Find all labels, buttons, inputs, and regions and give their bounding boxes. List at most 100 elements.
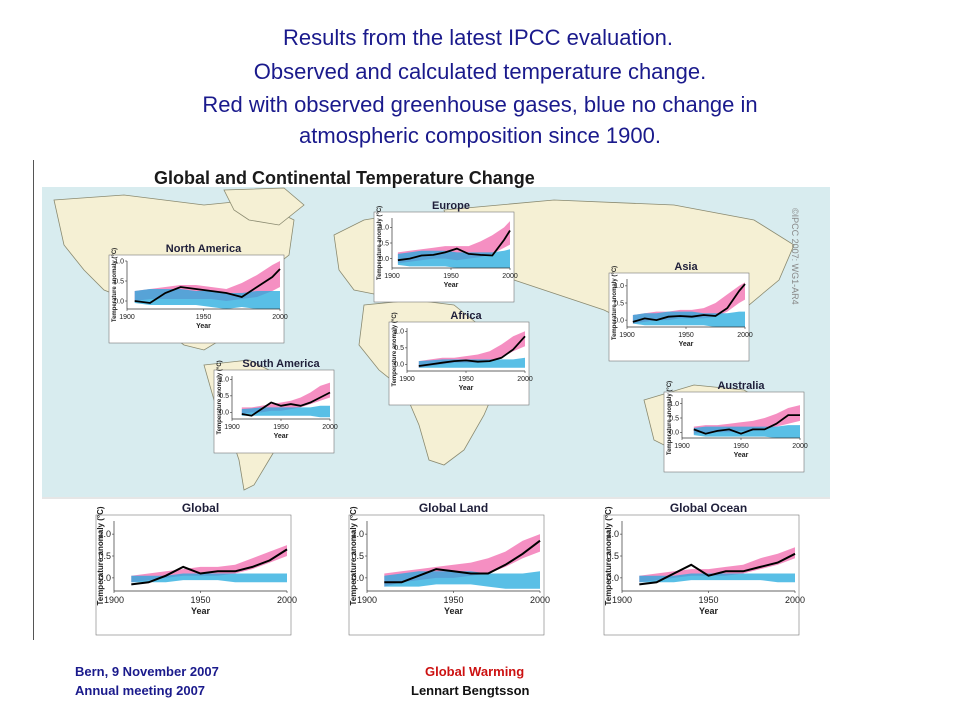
greenland-shape	[223, 187, 305, 226]
slide-title: Results from the latest IPCC evaluation.	[282, 25, 674, 50]
y-tick-label: 1.0	[394, 329, 404, 336]
y-tick-label: 0.5	[614, 300, 624, 307]
x-tick-label: 1950	[190, 595, 210, 605]
ipcc-figure: Global and Continental Temperature Chang…	[42, 168, 830, 636]
x-tick-label: 2000	[737, 332, 753, 339]
observed-temperature-line	[693, 414, 800, 435]
observed-temperature-line	[241, 391, 331, 417]
x-tick-label: 2000	[502, 273, 518, 280]
band-natural-and-anthropogenic	[693, 405, 800, 434]
x-tick-label: 1950	[458, 376, 474, 383]
x-tick-label: 1900	[104, 595, 124, 605]
y-tick-label: 0.0	[614, 317, 624, 324]
y-axis-label: Temperature anomaly (°C)	[604, 506, 613, 605]
y-tick-label: 0.5	[606, 551, 619, 561]
chart-panel-africa: Africa 0.0 0.5 1.0 1900 1950 2000 Year Temperatu…	[388, 310, 533, 406]
y-tick-label: 0.0	[379, 256, 389, 263]
x-axis-label: Year	[699, 606, 719, 616]
x-axis-label: Year	[444, 282, 459, 289]
chart-panel-australia: Australia 0.0 0.5 1.0 1900 1950 2000 Year Temper…	[663, 380, 808, 473]
panel-title: Australia	[717, 380, 765, 392]
panel-title: South America	[242, 358, 320, 370]
x-axis-label: Year	[191, 606, 211, 616]
y-axis-label: Temperature anomaly (°C)	[217, 360, 223, 434]
x-tick-label: 2000	[322, 424, 338, 431]
ipcc-figure-frame: Global and Continental Temperature Chang…	[33, 160, 842, 640]
panel-title: Africa	[450, 310, 482, 322]
y-axis-label: Temperature anomaly (°C)	[112, 248, 118, 322]
x-tick-label: 2000	[517, 376, 533, 383]
x-tick-label: 2000	[792, 443, 808, 450]
band-natural-only	[418, 357, 525, 368]
panel-title: Europe	[432, 200, 470, 212]
y-tick-label: 1.0	[98, 529, 111, 539]
panel-title: Asia	[674, 261, 698, 273]
copyright-watermark: ©IPCC 2007: WG1-AR4	[790, 208, 800, 305]
x-axis-label: Year	[444, 606, 464, 616]
figure-title: Global and Continental Temperature Chang…	[154, 168, 535, 188]
y-tick-label: 0.0	[114, 298, 124, 305]
slide-subtitle-line2: Red with observed greenhouse gases, blue…	[202, 92, 758, 117]
y-tick-label: 1.0	[351, 529, 364, 539]
y-tick-label: 1.0	[219, 377, 229, 384]
band-natural-only	[397, 249, 510, 268]
y-axis-label: Temperature anomaly (°C)	[349, 506, 358, 605]
y-axis-label: Temperature anomaly (°C)	[377, 206, 383, 280]
band-natural-and-anthropogenic	[241, 382, 330, 414]
y-tick-label: 1.0	[379, 225, 389, 232]
y-tick-label: 0.5	[219, 393, 229, 400]
y-tick-label: 0.5	[379, 240, 389, 247]
y-axis-label: Temperature anomaly (°C)	[612, 266, 618, 340]
observed-temperature-line	[131, 548, 288, 586]
chart-panel-south-america: South America 0.0 0.5 1.0 1900 1950 2000 Year Te…	[213, 358, 338, 454]
footer-topic: Global Warming	[425, 664, 525, 679]
chart-panel-global-ocean: Global Ocean 0.0 0.5 1.0 1900 1950 2000 Year Tem…	[603, 501, 805, 636]
y-axis-label: Temperature anomaly (°C)	[96, 506, 105, 605]
x-tick-label: 1900	[399, 376, 415, 383]
y-tick-label: 0.5	[98, 551, 111, 561]
band-natural-only	[384, 571, 540, 589]
y-tick-label: 0.0	[351, 573, 364, 583]
x-tick-label: 1900	[224, 424, 240, 431]
x-tick-label: 1900	[674, 443, 690, 450]
y-tick-label: 0.0	[98, 573, 111, 583]
x-tick-label: 2000	[272, 314, 288, 321]
chart-panel-global: Global 0.0 0.5 1.0 1900 1950 2000 Year Temperatu…	[95, 501, 297, 636]
band-natural-only	[639, 573, 795, 583]
band-natural-only	[131, 573, 287, 583]
observed-temperature-line	[639, 552, 796, 586]
chart-panel-europe: Europe 0.0 0.5 1.0 1900 1950 2000 Year Temperatu…	[373, 200, 518, 303]
chart-panels: North America 0.0 0.5 1.0 1900 1950 2000 Year Te…	[95, 200, 808, 636]
y-tick-label: 0.5	[114, 278, 124, 285]
slide-subtitle-line1: Observed and calculated temperature chan…	[253, 59, 707, 84]
y-tick-label: 0.5	[669, 415, 679, 422]
x-tick-label: 1950	[273, 424, 289, 431]
x-tick-label: 1900	[612, 595, 632, 605]
y-tick-label: 1.0	[114, 258, 124, 265]
x-tick-label: 1950	[698, 595, 718, 605]
y-tick-label: 0.5	[394, 345, 404, 352]
slide-subtitle-line3: atmospheric composition since 1900.	[299, 123, 661, 148]
observed-temperature-line	[384, 539, 541, 584]
x-tick-label: 1950	[678, 332, 694, 339]
x-tick-label: 1900	[357, 595, 377, 605]
chart-panel-north-america: North America 0.0 0.5 1.0 1900 1950 2000 Year Te…	[108, 243, 288, 344]
panel-title: Global Land	[419, 501, 488, 515]
x-tick-label: 1950	[443, 595, 463, 605]
x-tick-label: 2000	[530, 595, 550, 605]
band-natural-only	[241, 405, 330, 418]
panel-title: Global Ocean	[670, 501, 747, 515]
band-natural-only	[134, 289, 280, 309]
observed-temperature-line	[418, 335, 526, 367]
x-axis-label: Year	[196, 323, 211, 330]
chart-panel-asia: Asia 0.0 0.5 1.0 1900 1950 2000 Year Temperature…	[608, 261, 753, 362]
x-tick-label: 1900	[119, 314, 135, 321]
y-tick-label: 1.0	[669, 401, 679, 408]
chart-panel-global-land: Global Land 0.0 0.5 1.0 1900 1950 2000 Year Temp…	[348, 501, 550, 636]
y-tick-label: 0.0	[219, 410, 229, 417]
x-axis-label: Year	[679, 341, 694, 348]
footer-venue: Bern, 9 November 2007	[75, 664, 219, 679]
x-tick-label: 2000	[785, 595, 805, 605]
band-natural-and-anthropogenic	[639, 547, 795, 583]
x-tick-label: 1950	[443, 273, 459, 280]
